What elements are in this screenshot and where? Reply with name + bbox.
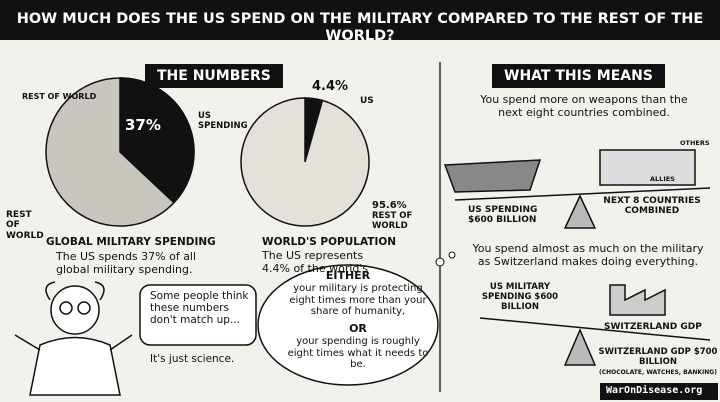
glasses bbox=[59, 301, 73, 315]
beam bbox=[479, 317, 711, 341]
countries bbox=[599, 149, 696, 186]
title-bar bbox=[0, 0, 720, 40]
footer-bar bbox=[600, 383, 718, 400]
title: HOW MUCH DOES THE US SPEND ON THE MILITA… bbox=[16, 11, 704, 44]
pie-label: REST OF WORLD bbox=[22, 92, 97, 101]
beam bbox=[454, 187, 711, 201]
thought-or: OR bbox=[349, 322, 367, 335]
caption-text: The US represents 4.4% of the world's bbox=[262, 249, 369, 275]
scale-label: US MILITARY SPENDING $600 BILLION bbox=[481, 282, 559, 312]
pie-slice bbox=[240, 97, 370, 227]
pie-label: REST OF WORLD bbox=[6, 210, 44, 241]
tag: ALLIES bbox=[650, 175, 675, 183]
tag: OTHERS bbox=[680, 139, 710, 147]
scale-two bbox=[479, 284, 711, 366]
point: You spend more on weapons than the next … bbox=[480, 93, 688, 119]
aside: It's just science. bbox=[150, 353, 235, 365]
pie-slice bbox=[119, 77, 195, 204]
heading: THE NUMBERS bbox=[145, 64, 283, 89]
pie-label: REST OF WORLD bbox=[372, 211, 413, 231]
speech: Some people think these numbers don't ma… bbox=[150, 290, 249, 327]
footer: WarOnDisease.org bbox=[606, 385, 703, 396]
pies bbox=[45, 77, 370, 227]
hair bbox=[45, 281, 105, 301]
thought-dot bbox=[448, 251, 456, 259]
thought-dot bbox=[435, 257, 445, 267]
glasses bbox=[77, 301, 91, 315]
pie-label: US SPENDING bbox=[198, 111, 248, 131]
scale-label: US SPENDING $600 BILLION bbox=[468, 205, 538, 226]
point: You spend almost as much on the military… bbox=[472, 242, 704, 268]
pie-label: US bbox=[360, 96, 374, 106]
thought-text: your spending is roughly eight times wha… bbox=[287, 336, 429, 370]
professor bbox=[14, 281, 133, 396]
thought-either: EITHER bbox=[325, 269, 371, 282]
fulcrum bbox=[563, 328, 597, 366]
head bbox=[50, 285, 100, 335]
carrier bbox=[443, 159, 542, 193]
value-label: 95.6% bbox=[372, 200, 407, 211]
caption-text: The US spends 37% of all global military… bbox=[56, 250, 197, 276]
thought-text: your military is protecting eight times … bbox=[289, 283, 427, 317]
caption: GLOBAL MILITARY SPENDING bbox=[46, 236, 216, 248]
factory bbox=[609, 284, 666, 316]
speech-bubble bbox=[139, 284, 257, 346]
scale-one bbox=[443, 149, 711, 229]
scale-note: (CHOCOLATE, WATCHES, BANKING) bbox=[599, 369, 717, 376]
scale-label: NEXT 8 COUNTRIES COMBINED bbox=[603, 196, 701, 217]
heading: WHAT THIS MEANS bbox=[492, 64, 665, 89]
arms bbox=[14, 334, 133, 351]
value-label: 4.4% bbox=[312, 79, 349, 94]
scale-label: SWITZERLAND GDP bbox=[604, 322, 702, 332]
caption: WORLD'S POPULATION bbox=[262, 236, 397, 248]
scale-label: SWITZERLAND GDP $700 BILLION bbox=[598, 347, 718, 367]
fulcrum bbox=[563, 194, 597, 229]
thought-cloud bbox=[257, 264, 439, 386]
value-label: 37% bbox=[125, 116, 161, 134]
coat bbox=[29, 336, 121, 396]
